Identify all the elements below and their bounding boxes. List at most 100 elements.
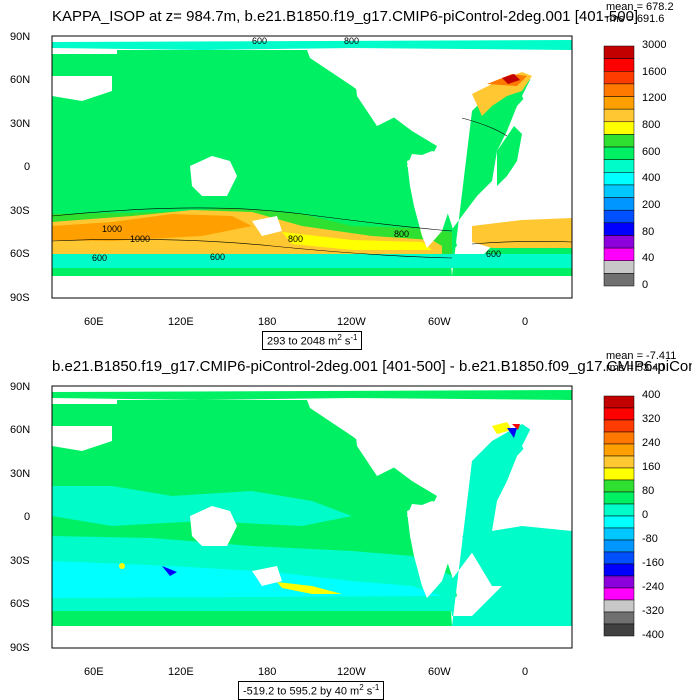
panel2-range-exp2: -1 xyxy=(372,683,380,692)
colorbar-swatch xyxy=(603,539,635,553)
colorbar-label: 0 xyxy=(642,509,649,521)
colorbar-label: -160 xyxy=(642,557,665,569)
panel1-contour-label: 1000 xyxy=(102,224,122,234)
colorbar-label: 1200 xyxy=(642,92,667,105)
panel1-lat-label: 30N xyxy=(10,118,31,130)
colorbar-label: 80 xyxy=(642,225,655,238)
colorbar-swatch xyxy=(603,623,635,637)
panel1-contour-label: 800 xyxy=(394,229,409,239)
panel1-contour-label: 600 xyxy=(252,36,267,46)
panel2-colorbar xyxy=(603,395,635,637)
colorbar-swatch xyxy=(603,527,635,541)
panel2-range-exp: 2 xyxy=(359,683,364,692)
panel1-lat-label: 90S xyxy=(10,292,30,304)
panel1-lon-label: 0 xyxy=(522,316,529,328)
colorbar-swatch xyxy=(603,247,635,261)
panel1-lat-label: 60N xyxy=(10,74,31,86)
colorbar-label: 600 xyxy=(642,145,661,158)
panel2-rms: rms = 53.40 xyxy=(606,362,665,374)
panel1-contour-label: 800 xyxy=(344,36,359,46)
panel1-range-tail: s xyxy=(341,335,351,348)
colorbar-swatch xyxy=(603,134,635,148)
panel2-lat-label: 90N xyxy=(10,381,31,393)
panel1-lat-label: 90N xyxy=(10,31,31,43)
colorbar-label: 80 xyxy=(642,485,655,497)
colorbar-swatch xyxy=(603,184,635,198)
panel1-range-text: 293 to 2048 m xyxy=(267,335,338,348)
colorbar-swatch xyxy=(603,491,635,505)
panel2-lon-label: 60W xyxy=(428,666,451,678)
panel2-range-text: -519.2 to 595.2 by 40 m xyxy=(243,685,360,698)
colorbar-swatch xyxy=(603,159,635,173)
colorbar-label: 400 xyxy=(642,172,661,185)
colorbar-swatch xyxy=(603,503,635,517)
panel2-title: b.e21.B1850.f19_g17.CMIP6-piControl-2deg… xyxy=(52,358,692,375)
panel2-lon-label: 180 xyxy=(258,666,277,678)
panel1-contour-label: 600 xyxy=(486,249,501,259)
colorbar-label: 200 xyxy=(642,199,661,211)
panel1-contour-label: 800 xyxy=(288,234,303,244)
colorbar-swatch xyxy=(603,467,635,481)
panel2-range-box: -519.2 to 595.2 by 40 m2 s-1 xyxy=(238,681,385,700)
panel2-lat-label: 90S xyxy=(10,642,30,654)
colorbar-swatch xyxy=(603,71,635,85)
panel2-lon-label: 60E xyxy=(84,666,104,678)
panel1-contour-label: 600 xyxy=(92,253,107,263)
colorbar-swatch xyxy=(603,395,635,409)
colorbar-swatch xyxy=(603,419,635,433)
colorbar-swatch xyxy=(603,599,635,613)
panel1-colorbar xyxy=(603,45,635,287)
panel2-mean: mean = -7.411 xyxy=(606,350,677,362)
colorbar-label: 320 xyxy=(642,413,661,425)
panel1-contour-label: 600 xyxy=(210,252,225,262)
colorbar-swatch xyxy=(603,407,635,421)
panel1-range-exp: 2 xyxy=(337,333,342,342)
panel1-lat-label: 30S xyxy=(10,205,30,217)
panel1-map: 600 800 1000 1000 800 800 600 600 600 xyxy=(51,35,573,299)
colorbar-swatch xyxy=(603,587,635,601)
colorbar-swatch xyxy=(603,455,635,469)
panel2-lat-label: 30S xyxy=(10,555,30,567)
panel1-stats: mean = 678.2 rms = 691.6 xyxy=(606,1,674,25)
colorbar-swatch xyxy=(603,575,635,589)
panel2-lon-label: 0 xyxy=(522,666,529,678)
colorbar-label: 800 xyxy=(642,119,661,131)
colorbar-swatch xyxy=(603,172,635,186)
colorbar-swatch xyxy=(603,121,635,135)
colorbar-label: 240 xyxy=(642,437,661,449)
colorbar-label: 160 xyxy=(642,461,661,473)
colorbar-label: 40 xyxy=(642,252,655,265)
colorbar-swatch xyxy=(603,235,635,249)
colorbar-label: -320 xyxy=(642,605,665,617)
panel1-title: KAPPA_ISOP at z= 984.7m, b.e21.B1850.f19… xyxy=(52,8,639,25)
colorbar-swatch xyxy=(603,431,635,445)
colorbar-swatch xyxy=(603,611,635,625)
panel1-lon-label: 120E xyxy=(168,316,194,328)
panel1-mean: mean = 678.2 xyxy=(606,1,674,13)
colorbar-label: 0 xyxy=(642,279,649,291)
colorbar-swatch xyxy=(603,45,635,59)
panel1-lat-label: 0 xyxy=(24,161,31,173)
panel2-lat-label: 30N xyxy=(10,468,31,480)
panel1-lon-label: 180 xyxy=(258,316,277,328)
panel2-range-tail: s xyxy=(363,685,373,698)
panel2-map xyxy=(51,385,573,649)
colorbar-swatch xyxy=(603,563,635,577)
colorbar-swatch xyxy=(603,443,635,457)
colorbar-swatch xyxy=(603,96,635,110)
colorbar-label: -80 xyxy=(642,533,658,545)
colorbar-swatch xyxy=(603,83,635,97)
panel1-contour-label: 1000 xyxy=(130,234,150,244)
panel1-lon-label: 120W xyxy=(337,316,366,328)
panel2-lat-label: 60N xyxy=(10,424,31,436)
colorbar-swatch xyxy=(603,146,635,160)
colorbar-swatch xyxy=(603,260,635,274)
colorbar-label: 3000 xyxy=(642,39,667,51)
panel1-lon-label: 60E xyxy=(84,316,104,328)
panel1-lat-label: 60S xyxy=(10,248,30,260)
colorbar-swatch xyxy=(603,209,635,224)
colorbar-swatch xyxy=(603,197,635,211)
colorbar-swatch xyxy=(603,551,635,565)
panel1-range-box: 293 to 2048 m2 s-1 xyxy=(262,331,363,350)
panel2-lat-label: 0 xyxy=(24,511,31,523)
